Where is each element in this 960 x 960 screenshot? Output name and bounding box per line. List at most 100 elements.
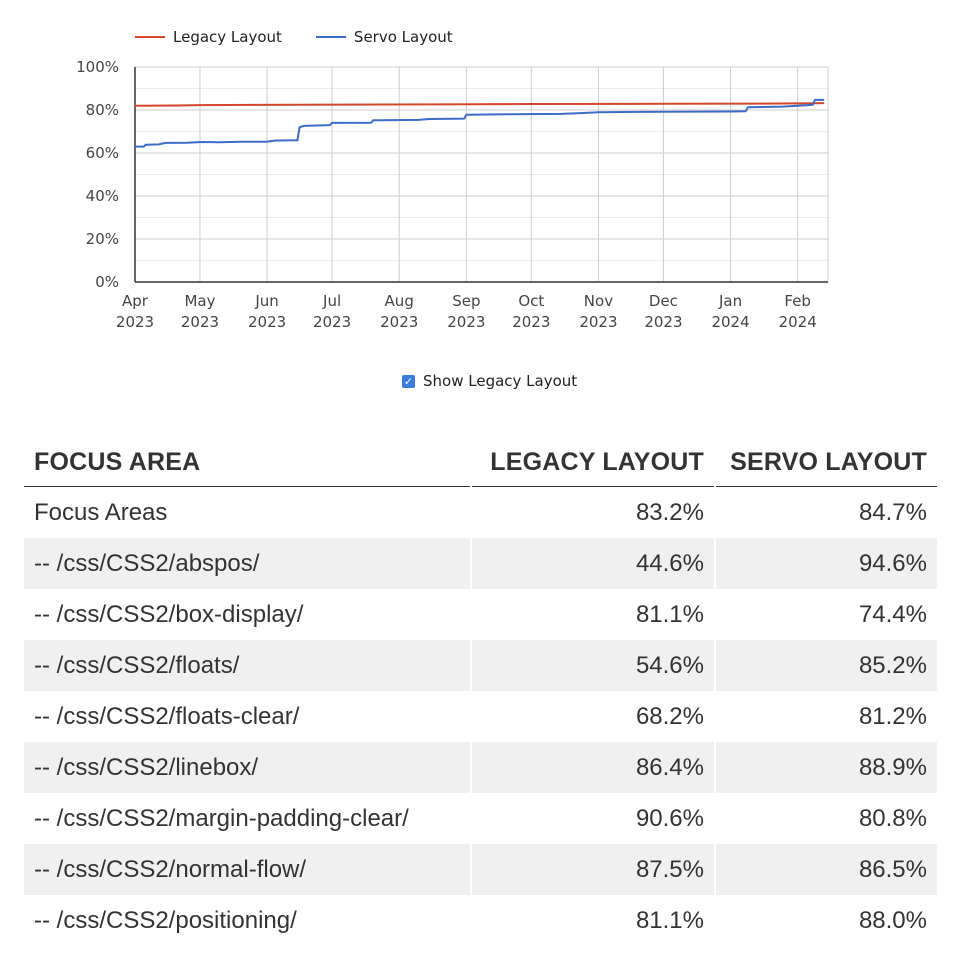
show-legacy-toggle[interactable]: ✓ Show Legacy Layout [402, 372, 577, 390]
x-tick-label-year: 2023 [512, 313, 550, 331]
data-point-servo [296, 139, 299, 142]
show-legacy-label: Show Legacy Layout [423, 372, 578, 390]
header-servo-layout[interactable]: SERVO LAYOUT [716, 438, 937, 487]
chart-legend: Legacy Layout Servo Layout [135, 28, 453, 46]
x-tick-label-year: 2023 [248, 313, 286, 331]
data-point-servo [370, 121, 372, 124]
x-tick-label-year: 2024 [779, 313, 817, 331]
cell-focus-area[interactable]: Focus Areas [34, 498, 168, 526]
cell-focus-area[interactable]: -- /css/CSS2/positioning/ [34, 906, 297, 934]
cell-servo-layout: 94.6% [716, 538, 937, 589]
x-tick-label-year: 2023 [447, 313, 485, 331]
y-tick-label: 40% [86, 187, 119, 205]
data-point-servo [463, 117, 465, 120]
cell-focus-area[interactable]: -- /css/CSS2/margin-padding-clear/ [34, 804, 409, 832]
cell-focus-area[interactable]: -- /css/CSS2/normal-flow/ [24, 844, 470, 895]
data-point-servo [582, 112, 585, 114]
data-point-servo [781, 105, 784, 108]
data-point-servo [331, 122, 333, 124]
cell-focus-area[interactable]: -- /css/CSS2/box-display/ [34, 600, 304, 628]
y-tick-label: 100% [76, 58, 119, 76]
data-point-legacy [530, 103, 533, 105]
data-point-legacy [134, 104, 136, 107]
legend-item-legacy[interactable]: Legacy Layout [135, 28, 282, 46]
x-tick-label-month: Jun [254, 292, 278, 310]
header-legacy-layout[interactable]: LEGACY LAYOUT [472, 438, 714, 487]
header-focus-area[interactable]: FOCUS AREA [24, 438, 470, 487]
chart-area: Legacy Layout Servo Layout Apr 2023 May 202… [0, 0, 960, 340]
series-line-legacy [134, 102, 824, 107]
y-tick-label: 0% [95, 273, 119, 291]
table-header-row: FOCUS AREA LEGACY LAYOUT SERVO LAYOUT [24, 438, 937, 487]
table-row: -- /css/CSS2/margin-padding-clear/90.6% 8… [24, 793, 937, 844]
table-row: Focus Areas 83.2% 84.7% [24, 487, 937, 538]
cell-servo-layout: 85.2% [716, 640, 937, 691]
cell-servo-layout: 84.7% [858, 498, 927, 526]
data-point-servo [560, 113, 563, 115]
data-point-servo [729, 110, 732, 113]
data-point-servo [372, 119, 375, 122]
data-point-servo [134, 145, 136, 148]
data-point-servo [814, 99, 816, 101]
data-point-legacy [822, 102, 825, 104]
cell-legacy-layout: 54.6% [472, 640, 714, 691]
x-tick-label-month: Jan [718, 292, 742, 310]
x-tick-label-year: 2023 [313, 313, 351, 331]
x-tick-label-month: Feb [784, 292, 811, 310]
data-point-servo [662, 110, 665, 113]
cell-legacy-layout: 68.2% [635, 702, 704, 730]
data-point-servo [506, 113, 509, 116]
x-tick-label-year: 2023 [579, 313, 617, 331]
data-point-legacy [199, 104, 201, 106]
cell-focus-area[interactable]: -- /css/CSS2/linebox/ [24, 742, 470, 793]
data-point-servo [747, 106, 749, 109]
focus-area-table: FOCUS AREA LEGACY LAYOUT SERVO LAYOUT Fo… [22, 438, 939, 946]
y-tick-label: 80% [86, 101, 119, 119]
cell-servo-layout: 74.4% [858, 600, 927, 628]
data-point-legacy [662, 102, 665, 105]
x-tick-label-month: Aug [385, 292, 414, 310]
cell-legacy-layout: 90.6% [635, 804, 704, 832]
data-point-servo [164, 142, 167, 144]
legend-item-servo[interactable]: Servo Layout [315, 28, 453, 46]
legend-label-servo: Servo Layout [353, 28, 453, 46]
table-row: -- /css/CSS2/linebox/86.4% 88.9% [24, 742, 937, 793]
cell-servo-layout: 81.2% [858, 702, 927, 730]
data-point-servo [218, 141, 221, 144]
legend-label-legacy: Legacy Layout [173, 28, 282, 46]
cell-legacy-layout: 87.5% [472, 844, 714, 895]
cell-focus-area[interactable]: -- /css/CSS2/floats-clear/ [34, 702, 300, 730]
table-row: -- /css/CSS2/floats-clear/68.2% 81.2% [24, 691, 937, 742]
y-tick-label: 60% [86, 144, 119, 162]
data-point-servo [298, 126, 301, 128]
x-tick-label-year: 2023 [644, 313, 682, 331]
table-row: -- /css/CSS2/box-display/81.1% 74.4% [24, 589, 937, 640]
x-tick-label-month: Jul [322, 292, 341, 310]
data-point-legacy [760, 102, 762, 105]
checkbox-checked-icon[interactable]: ✓ [402, 374, 415, 388]
data-point-servo [266, 140, 268, 143]
chart-svg: Apr 2023 May 2023 Jun 2023 Jul 2023 Aug 2023 Sep 20… [76, 58, 829, 331]
cell-focus-area[interactable]: -- /css/CSS2/abspos/ [24, 538, 470, 589]
cell-focus-area[interactable]: -- /css/CSS2/floats/ [24, 640, 470, 691]
legend-swatch-servo [315, 36, 346, 38]
cell-servo-layout: 86.5% [716, 844, 937, 895]
data-point-servo [812, 104, 814, 106]
x-tick-label-month: May [184, 292, 215, 310]
data-point-servo [417, 119, 420, 121]
table-row: -- /css/CSS2/abspos/44.6% 94.6% [24, 538, 937, 589]
data-point-servo [805, 104, 808, 107]
data-point-servo [303, 125, 305, 127]
data-point-servo [274, 139, 277, 142]
legend-swatch-legacy [135, 36, 165, 38]
data-point-servo [145, 144, 147, 146]
data-point-servo [597, 111, 600, 113]
cell-servo-layout: 88.9% [716, 742, 937, 793]
data-point-servo [465, 113, 468, 116]
data-point-servo [240, 141, 242, 143]
data-point-servo [428, 118, 431, 120]
cell-legacy-layout: 86.4% [472, 742, 714, 793]
table-row: -- /css/CSS2/floats/54.6% 85.2% [24, 640, 937, 691]
x-tick-label-month: Sep [452, 292, 480, 310]
data-point-servo [186, 141, 188, 144]
